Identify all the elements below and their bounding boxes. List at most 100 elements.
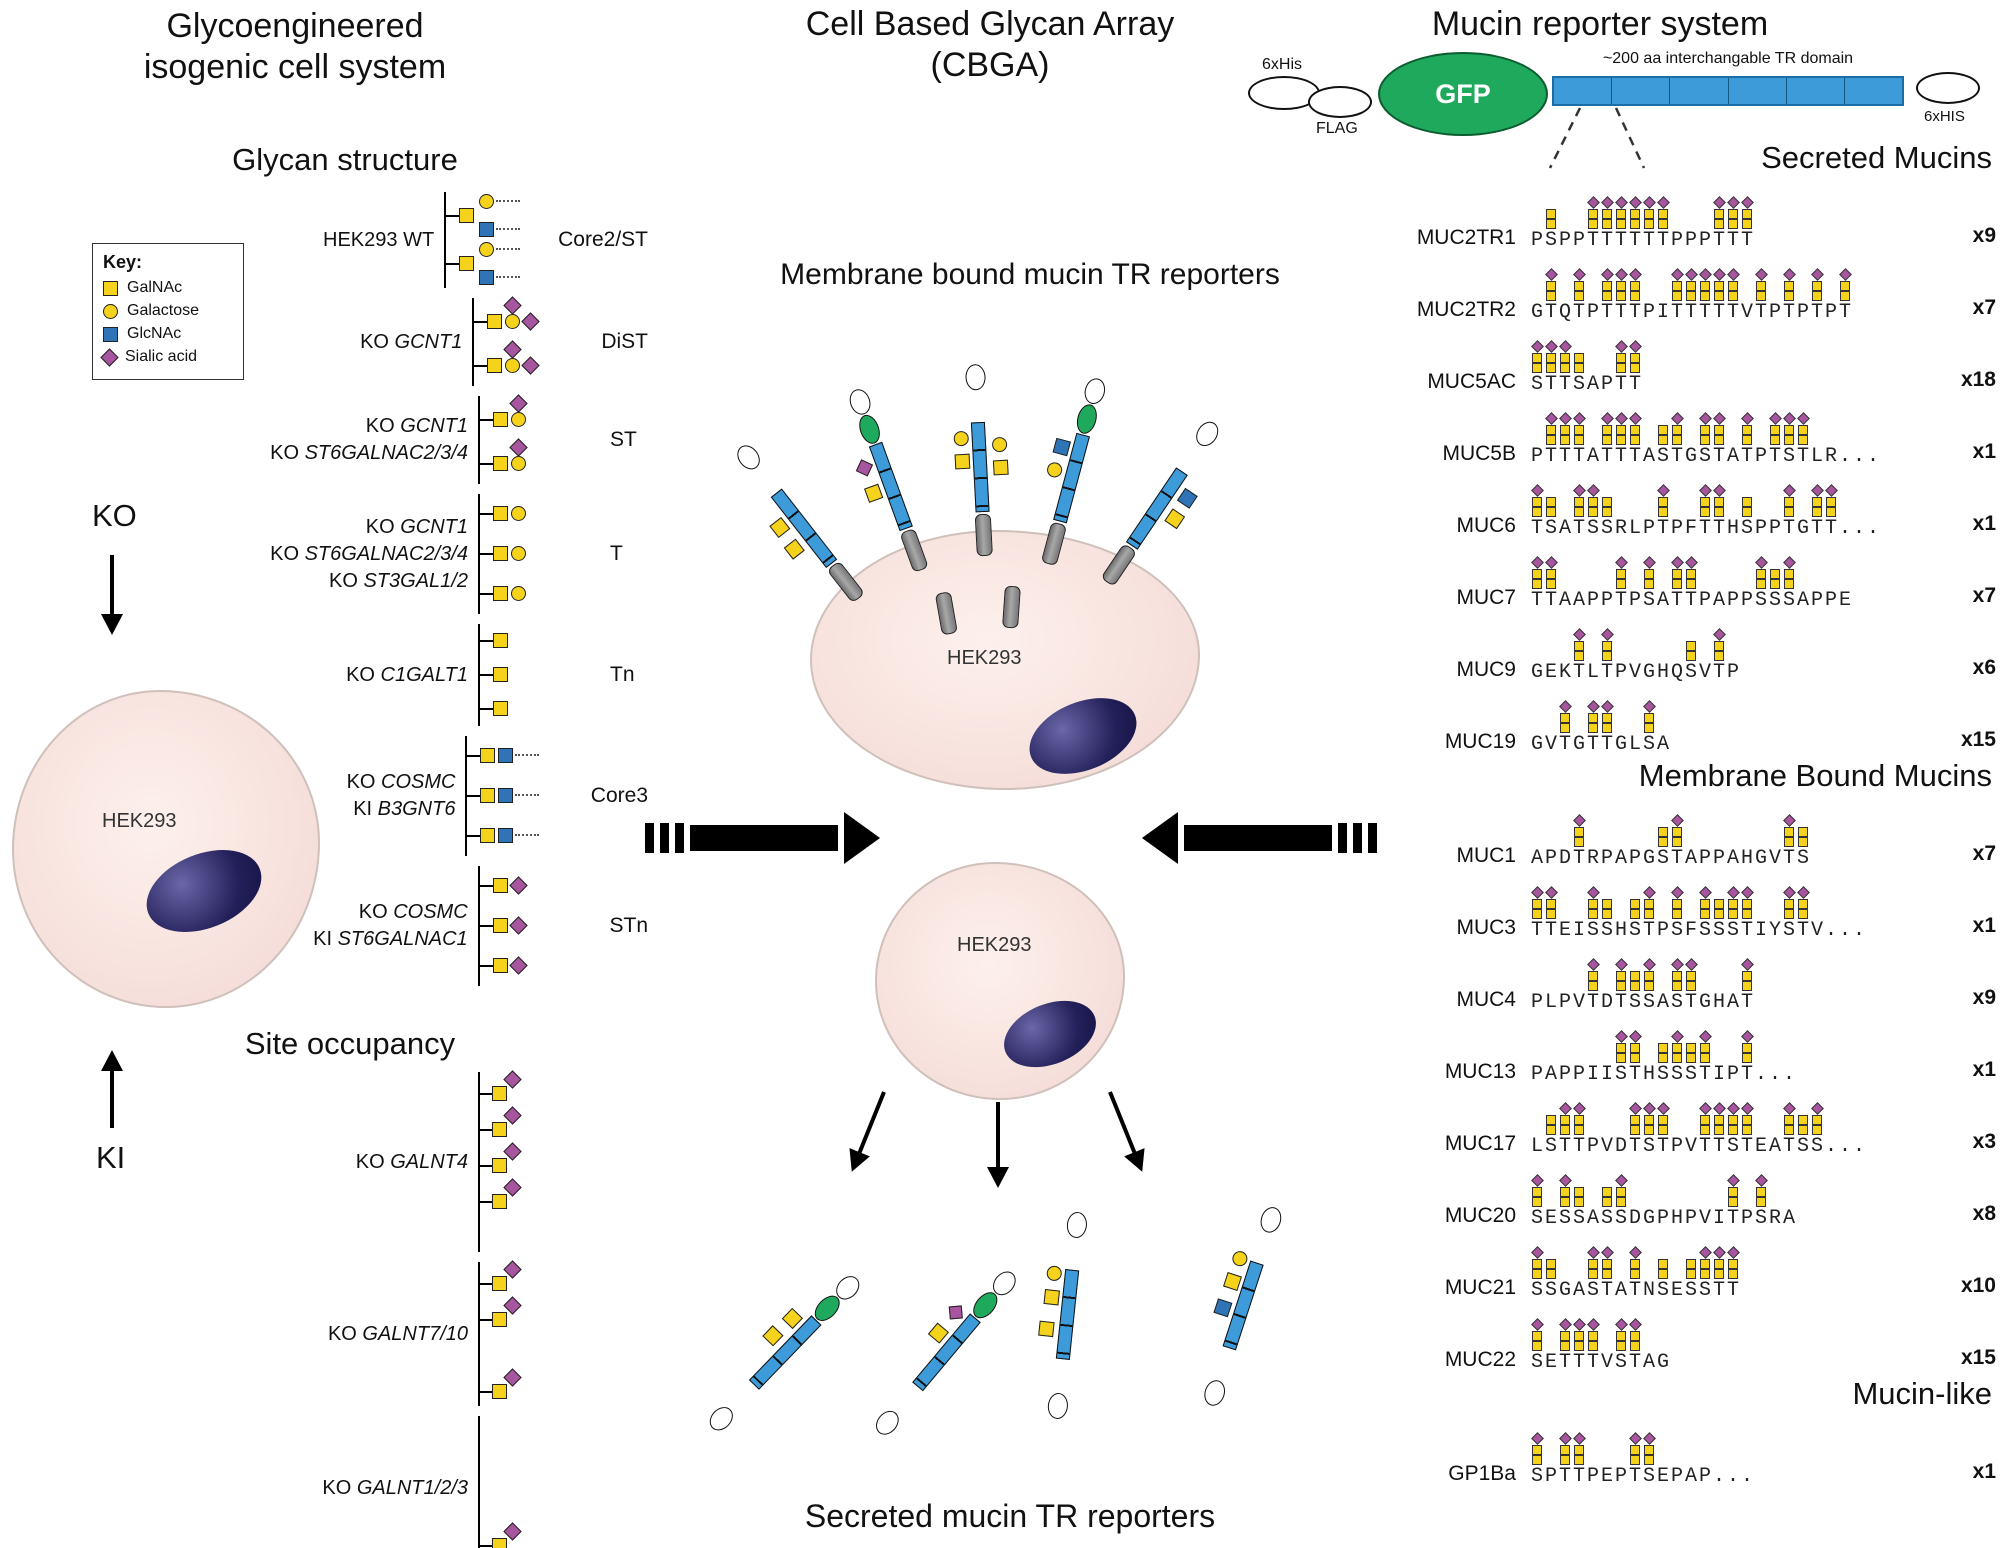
sequence-residue: F <box>1684 919 1697 942</box>
galnac-icon <box>1658 507 1668 517</box>
sialic-acid-icon <box>1782 484 1796 497</box>
galnac-icon <box>1546 281 1556 291</box>
sialic-acid-icon <box>1642 556 1656 569</box>
sialic-acid-icon <box>1544 412 1558 425</box>
his-tag-oval <box>732 440 765 474</box>
glycan-row: KO GALNT4 <box>228 1070 648 1252</box>
row-labels: HEK293 WT <box>228 192 444 288</box>
glycan-branch <box>480 1522 608 1548</box>
cell-label: HEK293 <box>947 647 1022 669</box>
galnac-icon <box>1658 1115 1668 1125</box>
galnac-icon <box>1616 579 1626 589</box>
sialic-acid-icon <box>1754 1174 1768 1187</box>
glycan-stack <box>1602 1187 1612 1207</box>
galactose-icon <box>479 242 495 257</box>
mucin-row: MUC13 PAPPII S TH S S S TIP T... x1 <box>1398 1014 1996 1086</box>
galnac-icon <box>1644 1445 1654 1455</box>
galnac-icon <box>1798 1115 1808 1125</box>
row-labels: KO COSMC KI B3GNT6 <box>228 736 465 856</box>
sialic-acid-icon <box>1572 1318 1586 1331</box>
sequence-residue: N <box>1642 1279 1655 1302</box>
glycan-stack <box>1544 412 1558 445</box>
galnac-icon <box>1630 1269 1640 1279</box>
galnac-icon <box>1658 827 1668 837</box>
glycan-stack <box>1740 958 1754 991</box>
sequence-residue: S <box>1530 340 1544 396</box>
galnac-icon <box>1742 971 1752 981</box>
galnac-icon <box>1672 569 1682 579</box>
mucin-sequence: PLPV TD T S SA S TGHA T <box>1530 958 1754 1014</box>
glcnac-icon <box>498 788 514 803</box>
glycan-branch <box>480 1142 608 1180</box>
flow-arrow-left-to-center-icon <box>645 812 880 864</box>
mucin-repeat-count: x1 <box>1972 440 1996 463</box>
sequence-residue: P <box>1572 229 1585 252</box>
galnac-icon <box>1756 1187 1766 1197</box>
row-labels: KO GCNT1 KO ST6GALNAC2/3/4 KO ST3GAL1/2 <box>228 494 478 614</box>
glycan-branch <box>480 1260 608 1298</box>
galnac-icon <box>1630 981 1640 991</box>
sequence-residue: T <box>1600 412 1614 468</box>
sequence-residue: A <box>1656 589 1669 612</box>
glycan-structure-heading: Glycan structure <box>232 142 458 177</box>
sequence-residue: S <box>1642 958 1656 1014</box>
ki-label: KI <box>96 1140 126 1175</box>
sequence-residue: T <box>1572 814 1586 870</box>
sequence-residue: S <box>1586 1246 1600 1302</box>
sequence-residue: T <box>1768 412 1782 468</box>
glycan-stack <box>1686 1043 1696 1063</box>
sialic-acid-icon <box>1530 886 1544 899</box>
structure-name: DiST <box>601 330 648 353</box>
arrow-head <box>1142 812 1178 864</box>
sequence-residue: T <box>1530 484 1544 540</box>
sequence-residue: S <box>1656 1043 1670 1086</box>
sequence-residue: . <box>1866 445 1879 468</box>
branch-line <box>480 1129 493 1131</box>
galnac-icon <box>1644 209 1654 219</box>
sequence-residue: G <box>1796 517 1809 540</box>
galnac-icon <box>1784 1115 1794 1125</box>
galnac-icon <box>1546 425 1556 435</box>
sequence-residue: P <box>1530 991 1543 1014</box>
sequence-residue: V <box>1600 1351 1613 1374</box>
arrow-tick <box>1368 823 1377 853</box>
galnac-icon <box>1672 425 1682 435</box>
galnac-icon <box>1616 981 1626 991</box>
sequence-residue: T <box>1530 886 1544 942</box>
sialic-acid-icon <box>948 1305 963 1320</box>
glycan-stack <box>1630 971 1640 991</box>
sialic-acid-icon <box>1586 1318 1600 1331</box>
galnac-icon <box>1812 497 1822 507</box>
galnac-icon <box>1672 435 1682 445</box>
galnac-icon <box>1630 1125 1640 1135</box>
glycan-row: KO GALNT7/10 <box>228 1260 648 1406</box>
galnac-icon <box>1672 827 1682 837</box>
sialic-acid-icon <box>1698 886 1712 899</box>
sequence-residue: Q <box>1558 301 1571 324</box>
glycan-stack <box>1698 1246 1712 1279</box>
sequence-residue: P <box>1726 589 1739 612</box>
mucin-repeat-count: x1 <box>1972 914 1996 937</box>
sequence-residue: T <box>1754 268 1768 324</box>
galnac-icon <box>1742 219 1752 229</box>
sialic-acid-icon <box>1558 1432 1572 1445</box>
galnac-icon <box>1574 1331 1584 1341</box>
glycan-stack <box>1684 556 1698 589</box>
glcnac-icon <box>1052 437 1071 457</box>
galnac-icon <box>492 1384 507 1399</box>
glycan-stack <box>1530 1432 1544 1465</box>
glycan-stack <box>1628 268 1642 301</box>
sequence-residue: S <box>1796 1115 1810 1158</box>
sequence-residue: S <box>1670 1030 1684 1086</box>
galnac-icon <box>1784 579 1794 589</box>
sequence-residue: A <box>1656 991 1669 1014</box>
sialic-acid-icon <box>1530 340 1544 353</box>
sialic-acid-icon <box>1586 196 1600 209</box>
galnac-icon <box>492 958 508 973</box>
mucin-sequence: S SGA S TA TN SE S S T T <box>1530 1246 1740 1302</box>
glycan-branch <box>467 816 588 856</box>
branch-line <box>480 553 494 555</box>
gene-name: GALNT4 <box>390 1150 468 1173</box>
sequence-residue: S <box>1684 1259 1698 1302</box>
sequence-residue: P <box>1768 301 1781 324</box>
